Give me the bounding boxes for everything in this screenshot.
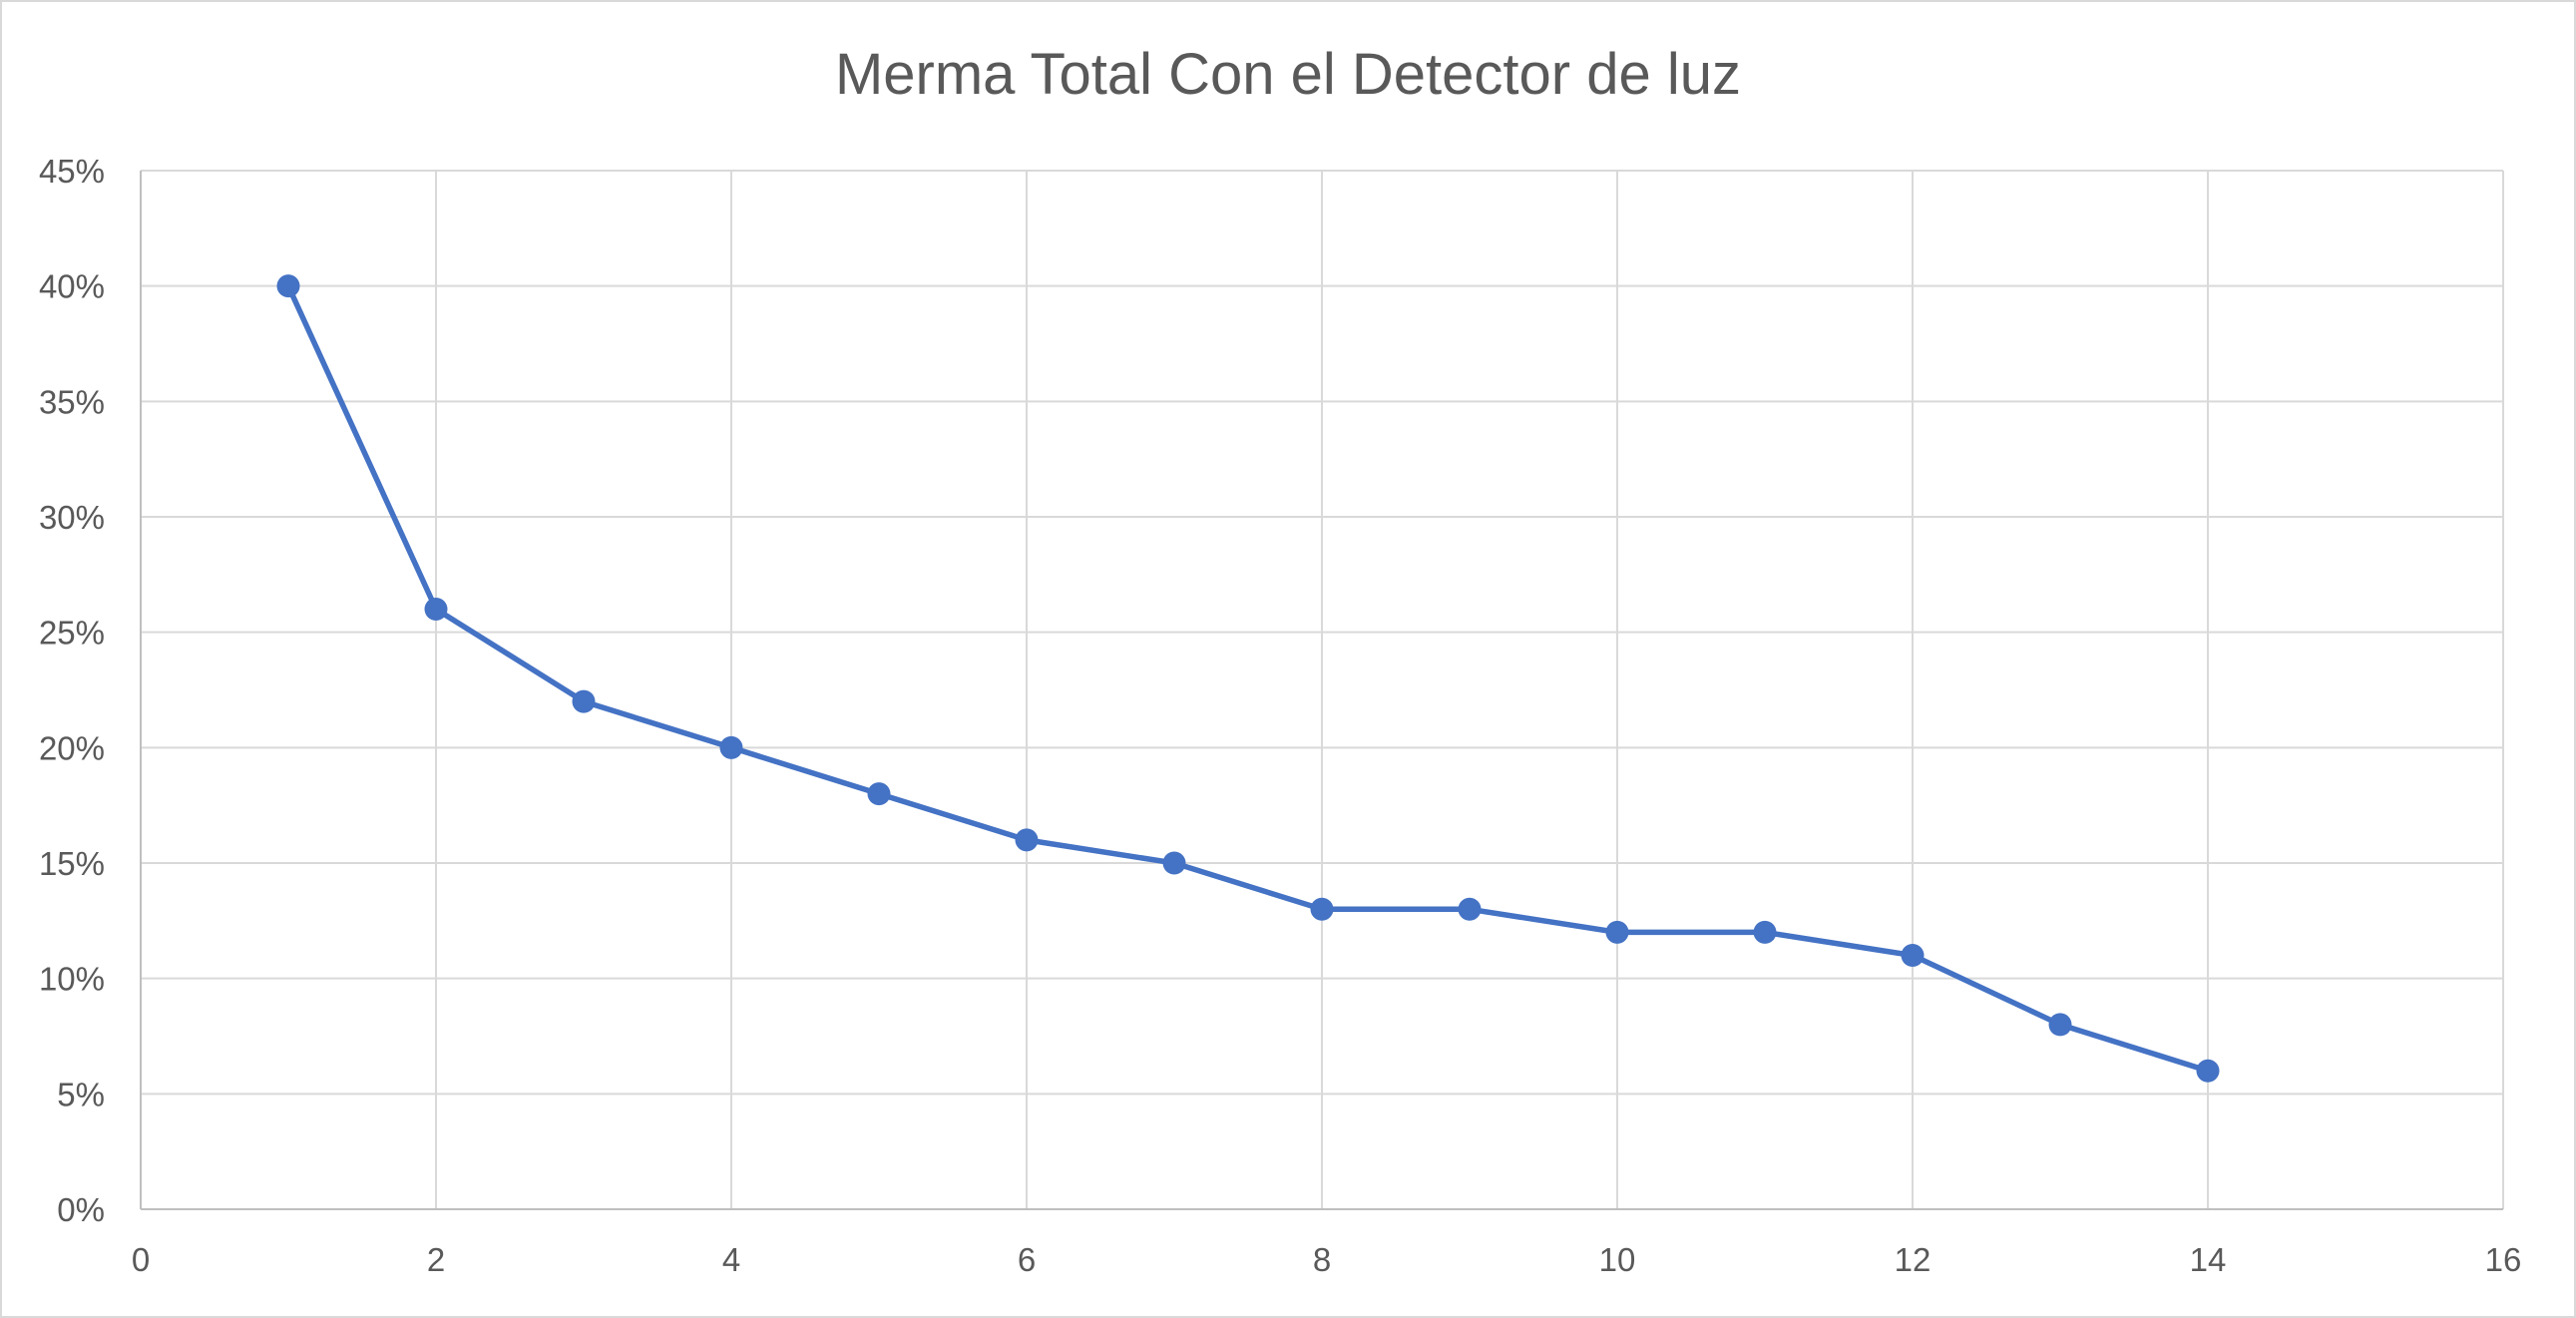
- y-tick-label: 40%: [39, 268, 105, 305]
- y-tick-label: 5%: [57, 1076, 105, 1112]
- x-tick-label: 12: [1895, 1241, 1932, 1278]
- y-tick-label: 25%: [39, 615, 105, 652]
- axes: [140, 171, 2503, 1210]
- data-point: [1901, 944, 1925, 968]
- data-point: [572, 689, 596, 713]
- gridlines: [141, 170, 2504, 1209]
- y-tick-label: 10%: [39, 961, 105, 998]
- chart-title: Merma Total Con el Detector de luz: [834, 42, 1741, 107]
- x-tick-label: 4: [722, 1241, 740, 1278]
- series-line: [285, 284, 2209, 1074]
- y-tick-label: 35%: [39, 383, 105, 420]
- data-point: [1162, 851, 1186, 875]
- y-tick-label: 15%: [39, 845, 105, 882]
- data-point: [2196, 1059, 2220, 1083]
- x-tick-label: 16: [2485, 1241, 2522, 1278]
- data-point: [1605, 920, 1629, 944]
- data-point: [2048, 1013, 2072, 1037]
- data-point: [424, 598, 448, 622]
- y-tick-label: 0%: [57, 1191, 105, 1228]
- x-tick-label: 0: [132, 1241, 150, 1278]
- data-series: [276, 274, 2220, 1083]
- x-tick-label: 8: [1313, 1241, 1331, 1278]
- data-point: [276, 274, 300, 298]
- x-tick-label: 10: [1599, 1241, 1636, 1278]
- data-point: [1015, 828, 1039, 852]
- x-tick-label: 14: [2190, 1241, 2227, 1278]
- data-point: [1458, 897, 1482, 921]
- data-point: [1753, 920, 1777, 944]
- y-tick-label: 30%: [39, 499, 105, 536]
- data-point: [1310, 897, 1334, 921]
- y-tick-label: 20%: [39, 729, 105, 766]
- y-tick-label: 45%: [39, 153, 105, 190]
- x-tick-label: 2: [427, 1241, 445, 1278]
- tick-labels: 0% 5% 10% 15% 20% 25% 30% 35% 40% 45% 0 2 4 6 8 10 12 14 1…: [39, 153, 2521, 1278]
- x-tick-label: 6: [1018, 1241, 1036, 1278]
- data-point: [719, 735, 743, 759]
- data-point: [867, 782, 891, 806]
